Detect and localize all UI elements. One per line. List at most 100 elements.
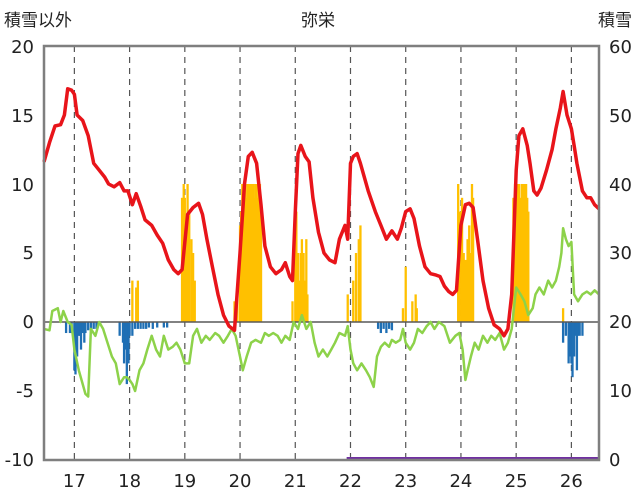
orange-bar xyxy=(517,184,521,322)
blue-bar xyxy=(564,322,568,336)
orange-bar xyxy=(521,184,524,322)
blue-bar xyxy=(79,322,83,350)
orange-bar xyxy=(305,239,308,322)
orange-bar xyxy=(302,253,305,322)
right-tick-20: 20 xyxy=(609,312,632,333)
orange-bar xyxy=(354,253,358,322)
red-series-line xyxy=(42,87,601,338)
orange-bar xyxy=(135,287,138,322)
orange-bar xyxy=(466,239,469,322)
orange-bar xyxy=(359,225,362,322)
blue-bar xyxy=(390,322,394,331)
right-tick-30: 30 xyxy=(609,243,632,264)
blue-bar xyxy=(84,322,87,334)
left-tick-neg10: -10 xyxy=(5,450,34,471)
blue-bar xyxy=(575,322,579,371)
orange-bar xyxy=(523,184,526,322)
orange-bar xyxy=(300,239,304,322)
left-tick-labels: 20 15 10 5 0 -5 -10 xyxy=(5,37,34,471)
x-tick-21: 21 xyxy=(284,471,307,492)
orange-bar xyxy=(296,253,300,322)
blue-bar xyxy=(581,322,584,336)
blue-bar xyxy=(81,322,84,334)
orange-bar xyxy=(415,308,418,322)
x-tick-25: 25 xyxy=(505,471,528,492)
x-tick-24: 24 xyxy=(449,471,472,492)
blue-bar xyxy=(156,322,159,328)
blue-bar xyxy=(151,322,154,329)
blue-bar xyxy=(165,322,169,328)
orange-bar xyxy=(131,280,134,322)
orange-bar xyxy=(136,280,140,322)
left-tick-5: 5 xyxy=(23,243,34,264)
blue-bar xyxy=(124,322,127,350)
green-series-line xyxy=(43,226,600,398)
left-tick-neg5: -5 xyxy=(16,381,34,402)
line-series xyxy=(42,87,601,398)
vertical-gridlines xyxy=(73,46,572,460)
blue-bar xyxy=(92,322,95,329)
blue-bar xyxy=(571,322,574,378)
orange-bar xyxy=(561,308,565,322)
left-tick-20: 20 xyxy=(11,37,34,58)
blue-bar xyxy=(561,322,565,343)
x-tick-26: 26 xyxy=(560,471,583,492)
blue-bar xyxy=(87,322,90,331)
orange-bar xyxy=(401,308,405,322)
left-tick-15: 15 xyxy=(11,106,34,127)
blue-bar xyxy=(136,322,140,329)
orange-bar xyxy=(193,280,196,322)
blue-bar xyxy=(382,322,385,329)
right-tick-50: 50 xyxy=(609,106,632,127)
orange-bar xyxy=(291,301,294,322)
orange-bar xyxy=(306,294,309,322)
blue-bar xyxy=(379,322,383,334)
right-tick-0: 0 xyxy=(609,450,620,471)
blue-bar xyxy=(64,322,68,334)
right-tick-40: 40 xyxy=(609,175,632,196)
orange-bar xyxy=(259,211,263,322)
right-tick-10: 10 xyxy=(609,381,632,402)
blue-bar xyxy=(139,322,142,329)
plot-frame xyxy=(42,44,601,462)
orange-bar xyxy=(186,184,189,322)
blue-bar xyxy=(118,322,121,336)
orange-bar xyxy=(471,197,475,322)
x-tick-22: 22 xyxy=(339,471,362,492)
orange-bar xyxy=(352,280,355,322)
blue-bar xyxy=(125,322,128,385)
orange-bar xyxy=(190,239,193,322)
orange-bar xyxy=(357,239,360,322)
blue-bar xyxy=(385,322,388,334)
blue-bar xyxy=(572,322,576,357)
orange-bar xyxy=(468,225,471,322)
orange-bar xyxy=(184,239,188,322)
blue-bar xyxy=(68,322,72,334)
orange-bar xyxy=(346,294,349,322)
left-tick-0: 0 xyxy=(23,312,34,333)
blue-bar xyxy=(95,322,98,329)
orange-bar xyxy=(464,259,467,322)
blue-bar xyxy=(578,322,581,336)
orange-bar xyxy=(295,211,298,322)
blue-bar xyxy=(162,322,165,328)
blue-bar xyxy=(567,322,570,364)
chart-title: 弥栄 xyxy=(301,11,335,31)
x-tick-19: 19 xyxy=(173,471,196,492)
blue-bar xyxy=(387,322,391,329)
orange-bar xyxy=(516,184,519,322)
x-tick-18: 18 xyxy=(118,471,141,492)
orange-bar xyxy=(527,211,530,322)
blue-bar xyxy=(145,322,148,329)
orange-bar xyxy=(404,266,407,322)
orange-bar xyxy=(191,253,195,322)
blue-bar xyxy=(127,322,130,364)
left-axis-title: 積雪以外 xyxy=(4,11,72,31)
left-tick-10: 10 xyxy=(11,175,34,196)
orange-bar xyxy=(460,197,464,322)
right-tick-60: 60 xyxy=(609,37,632,58)
blue-bar xyxy=(147,322,151,328)
x-tick-23: 23 xyxy=(394,471,417,492)
right-axis-title: 積雪 xyxy=(598,11,632,31)
